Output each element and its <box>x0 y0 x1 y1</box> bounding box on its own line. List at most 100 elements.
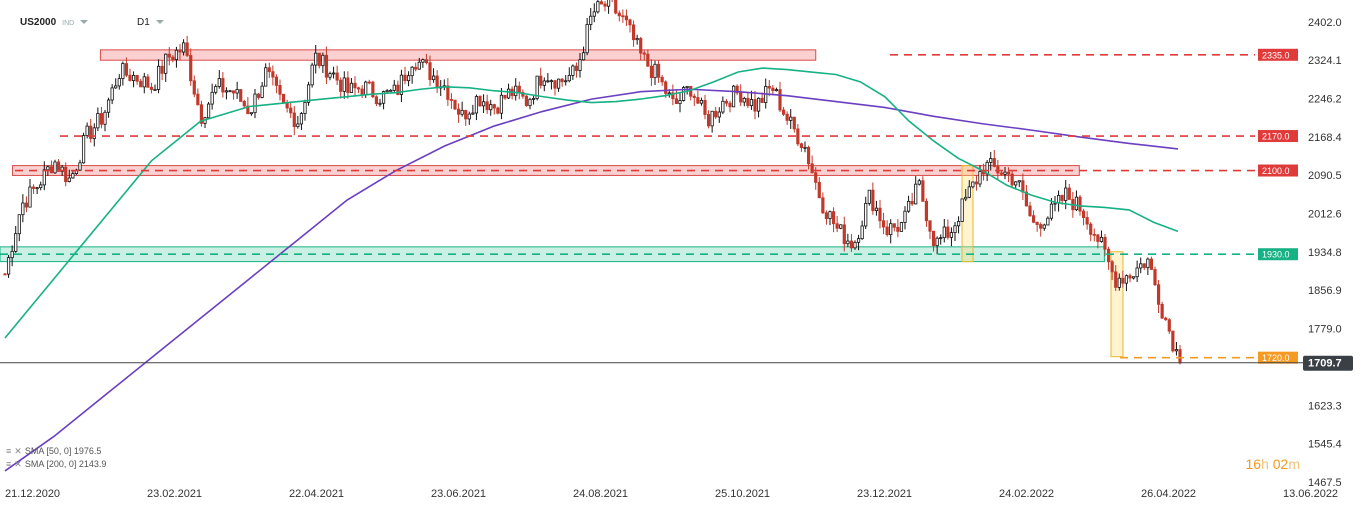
candle <box>517 85 521 93</box>
close-icon[interactable]: ✕ <box>14 459 22 469</box>
timeframe-dropdown-icon[interactable] <box>155 20 164 25</box>
candle <box>453 99 457 110</box>
candle <box>942 226 946 239</box>
close-icon[interactable]: ✕ <box>14 446 22 456</box>
candle <box>21 202 25 216</box>
candle <box>799 143 804 149</box>
candle <box>642 52 646 55</box>
candle <box>471 112 475 115</box>
candle <box>621 15 625 18</box>
candle <box>456 108 461 115</box>
candle <box>42 169 46 186</box>
candle <box>210 91 214 105</box>
x-tick-label: 23.12.2021 <box>857 488 912 500</box>
candle <box>696 97 700 104</box>
candle <box>1096 234 1100 242</box>
level-badge <box>1258 130 1298 143</box>
level-badge <box>1258 48 1298 61</box>
y-tick-label: 1545.4 <box>1308 439 1342 451</box>
candle <box>956 221 961 227</box>
candle <box>1081 210 1086 218</box>
candle <box>217 78 221 87</box>
candle <box>124 63 129 76</box>
candle <box>546 80 550 83</box>
candle <box>267 67 271 73</box>
candle <box>917 180 921 185</box>
candle <box>778 89 782 111</box>
candle <box>974 181 979 185</box>
candle <box>556 78 561 89</box>
candle <box>99 113 104 125</box>
y-tick-label: 2012.6 <box>1308 209 1342 221</box>
candle <box>24 202 29 208</box>
candle <box>735 85 739 94</box>
candle <box>1092 233 1096 236</box>
candle <box>489 104 493 111</box>
candle <box>149 86 154 90</box>
sma200-line <box>4 88 1179 472</box>
candle <box>667 92 671 95</box>
candle <box>1106 248 1111 263</box>
candle <box>378 102 382 105</box>
candle <box>860 225 864 240</box>
candle <box>117 78 121 87</box>
candle <box>753 99 757 112</box>
candle <box>856 238 861 243</box>
candle <box>628 19 632 26</box>
candle <box>978 171 982 185</box>
candle <box>760 97 764 103</box>
market-dropdown-icon[interactable] <box>80 20 89 25</box>
candle <box>1074 196 1079 211</box>
candle <box>1103 236 1107 250</box>
level-badge <box>1258 164 1298 177</box>
timer-hours: 16 <box>1245 456 1262 472</box>
sma200-label: SMA [200, 0] <box>24 459 77 469</box>
candle <box>14 233 18 252</box>
candle <box>871 189 875 211</box>
candle <box>839 224 843 229</box>
symbol-name[interactable]: US2000 <box>20 17 57 28</box>
candle <box>921 180 925 202</box>
candle <box>864 202 868 227</box>
candle <box>342 77 346 92</box>
candle <box>356 87 361 90</box>
x-tick-label: 25.10.2021 <box>715 488 770 500</box>
candle <box>221 78 225 93</box>
settings-icon[interactable]: ≡ <box>6 459 12 469</box>
candle <box>271 71 275 78</box>
candle <box>292 112 296 128</box>
y-tick-label: 2324.1 <box>1308 55 1342 67</box>
candle <box>953 225 957 234</box>
candle <box>774 89 779 92</box>
y-tick-label: 2246.2 <box>1308 94 1342 106</box>
candle <box>1046 217 1050 226</box>
candle <box>531 98 536 100</box>
candle <box>35 187 39 190</box>
candle <box>335 72 339 81</box>
candle <box>1024 191 1029 207</box>
candle <box>364 81 368 96</box>
candle <box>239 89 243 102</box>
candle <box>121 63 125 79</box>
settings-icon[interactable]: ≡ <box>6 446 12 456</box>
candle <box>560 78 564 83</box>
candle <box>392 84 396 91</box>
candle <box>803 146 807 149</box>
candle <box>999 172 1004 175</box>
timeframe-selector[interactable]: D1 <box>137 17 164 28</box>
candle <box>235 89 239 94</box>
candle <box>1139 263 1143 269</box>
candle <box>446 85 450 100</box>
candle <box>749 99 754 107</box>
candle <box>3 273 7 276</box>
candle <box>349 82 354 93</box>
level-badge <box>1258 248 1298 261</box>
candle <box>53 161 57 174</box>
candle <box>114 85 118 89</box>
candle <box>428 62 432 81</box>
y-tick-label: 2090.5 <box>1308 170 1342 182</box>
candle <box>535 75 539 99</box>
candle <box>581 52 586 61</box>
candle <box>1171 330 1175 352</box>
